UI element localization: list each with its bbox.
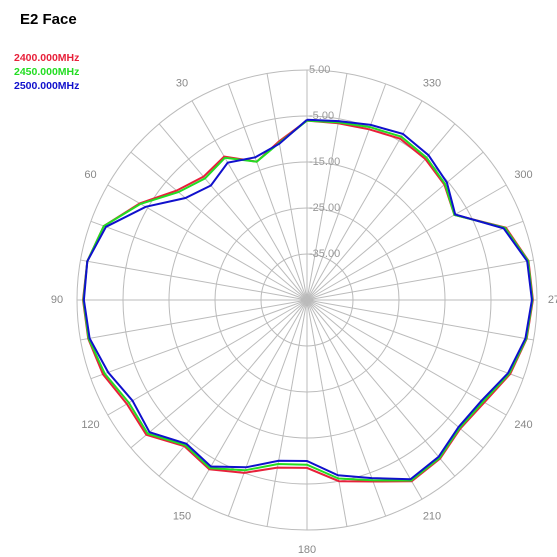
grid-ring bbox=[168, 161, 446, 439]
spoke bbox=[306, 299, 348, 527]
spoke bbox=[266, 299, 308, 527]
grid-ring bbox=[76, 69, 538, 531]
grid-ring bbox=[260, 253, 354, 347]
spoke bbox=[90, 220, 308, 301]
legend-entry: 2500.000MHz bbox=[14, 80, 79, 92]
spoke bbox=[227, 299, 308, 517]
legend-entry: 2450.000MHz bbox=[14, 66, 79, 78]
theta-tick-label: 330 bbox=[423, 77, 441, 89]
spoke bbox=[107, 299, 308, 416]
spoke bbox=[191, 100, 308, 301]
theta-tick-label: 30 bbox=[176, 77, 188, 89]
spoke bbox=[306, 299, 484, 449]
theta-tick-label: 60 bbox=[84, 169, 96, 181]
spoke bbox=[306, 184, 507, 301]
r-tick-label: -15.00 bbox=[309, 156, 340, 168]
chart-title: E2 Face bbox=[20, 11, 77, 28]
spoke bbox=[130, 151, 308, 301]
legend-entry: 2400.000MHz bbox=[14, 52, 79, 64]
spoke bbox=[306, 299, 456, 477]
spoke bbox=[90, 299, 308, 380]
theta-tick-label: 300 bbox=[514, 169, 532, 181]
spoke bbox=[80, 259, 308, 301]
spoke bbox=[306, 73, 348, 301]
theta-tick-label: 240 bbox=[514, 419, 532, 431]
r-tick-label: -35.00 bbox=[309, 248, 340, 260]
spoke bbox=[306, 83, 387, 301]
series-line bbox=[82, 118, 533, 481]
theta-tick-label: 150 bbox=[173, 510, 191, 522]
grid-ring bbox=[122, 115, 492, 485]
spoke bbox=[158, 123, 308, 301]
spoke bbox=[306, 259, 534, 301]
theta-tick-label: 120 bbox=[81, 419, 99, 431]
theta-tick-label: 270 bbox=[548, 294, 557, 306]
spoke bbox=[306, 299, 524, 380]
spoke bbox=[306, 299, 423, 500]
spoke bbox=[306, 123, 456, 301]
spoke bbox=[130, 299, 308, 449]
r-tick-label: -25.00 bbox=[309, 202, 340, 214]
spoke bbox=[266, 73, 308, 301]
theta-tick-label: 90 bbox=[51, 294, 63, 306]
spoke bbox=[227, 83, 308, 301]
r-tick-label: -5.00 bbox=[309, 110, 334, 122]
r-tick-label: 5.00 bbox=[309, 64, 330, 76]
spoke bbox=[306, 299, 534, 341]
spoke bbox=[306, 299, 507, 416]
theta-tick-label: 180 bbox=[298, 544, 316, 556]
spoke bbox=[80, 299, 308, 341]
grid-ring bbox=[214, 207, 400, 393]
theta-tick-label: 210 bbox=[423, 510, 441, 522]
spoke bbox=[306, 220, 524, 301]
spoke bbox=[306, 151, 484, 301]
